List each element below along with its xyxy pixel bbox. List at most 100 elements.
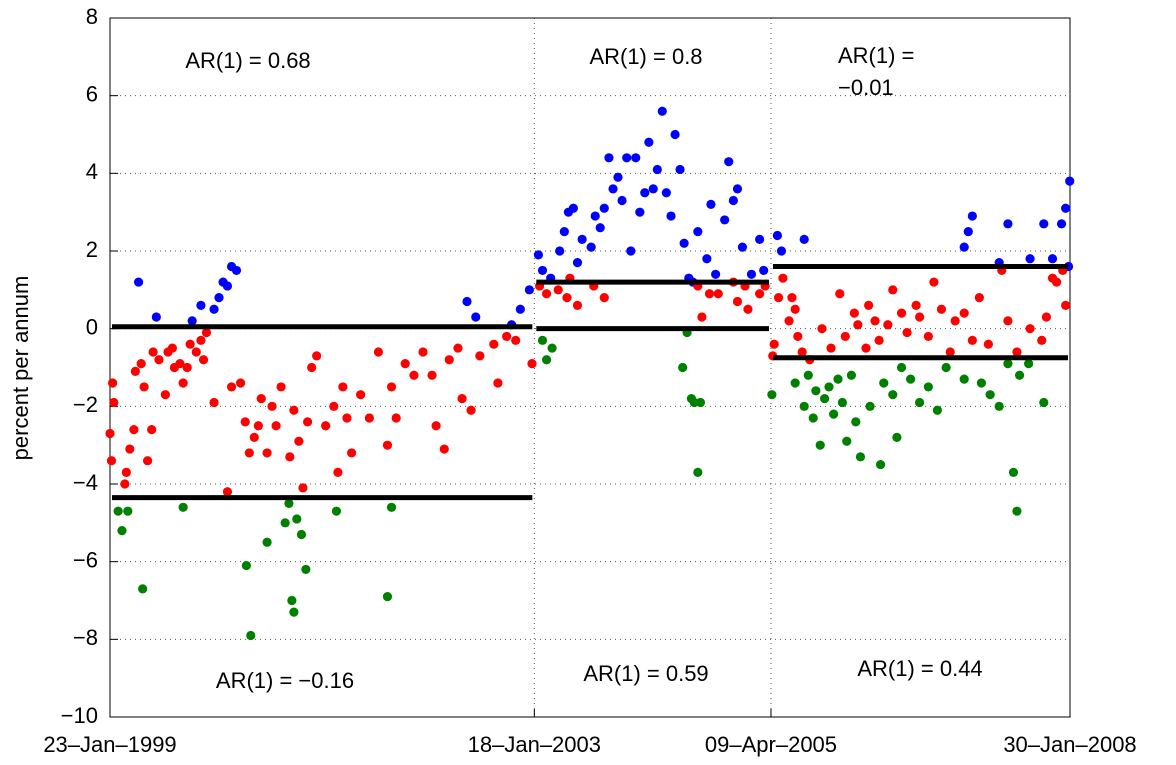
point [537,265,548,276]
point [670,129,680,140]
point [874,335,884,345]
annotation: −0.01 [838,75,894,100]
point [840,331,850,342]
point [533,250,544,260]
point [772,230,782,241]
point [400,359,410,369]
point [870,316,880,326]
point [294,436,304,446]
point [720,215,730,225]
point [896,362,907,373]
point [130,366,140,376]
point [1024,359,1034,369]
point [808,413,818,423]
point [108,378,118,388]
point [262,448,272,458]
point [743,304,753,314]
point [648,184,658,194]
point [321,421,331,431]
point [292,514,302,524]
point [129,425,139,435]
point [562,293,572,303]
point [338,382,348,392]
point [945,347,955,357]
point [457,393,467,404]
point [123,506,133,516]
annotation: AR(1) = 0.44 [857,656,982,681]
point [1039,219,1049,229]
point [846,370,857,380]
point [967,335,977,345]
point [524,285,534,295]
point [767,390,777,400]
point [959,374,969,384]
point [136,359,146,369]
point [932,405,942,415]
point [608,184,618,194]
point [1061,203,1071,213]
y-axis-label: percent per annum [8,276,33,461]
point [590,211,600,221]
point [811,386,821,396]
point [640,188,650,198]
point [678,362,688,373]
point [1056,219,1067,229]
point [515,304,525,314]
point [829,409,839,419]
point [835,289,845,299]
point [915,397,925,408]
point [732,296,743,307]
point [117,526,127,536]
point [382,592,393,602]
point [391,413,401,423]
point [231,265,242,276]
point [853,320,863,330]
point [462,296,472,307]
point [502,331,512,342]
point [235,378,246,388]
point [553,285,563,295]
point [617,195,627,206]
point [555,246,565,256]
point [849,308,859,318]
point [985,390,995,400]
point [790,304,800,314]
point [1012,347,1022,357]
point [201,327,212,338]
point [892,432,902,442]
point [693,226,703,237]
point [154,355,164,365]
point [541,289,552,299]
point [276,382,286,392]
point [755,234,765,244]
point [284,498,294,509]
point [599,203,609,213]
point [182,362,192,373]
point [702,254,712,264]
point [824,382,834,392]
point [959,242,969,252]
point [568,203,578,213]
point [431,421,441,431]
point [133,277,144,287]
point [923,331,933,342]
point [167,343,177,353]
point [1003,359,1013,369]
point [382,440,393,450]
point [267,401,277,411]
point [439,444,449,454]
point [622,153,632,163]
point [604,153,614,163]
point [148,347,158,357]
point [586,242,596,252]
point [241,560,251,571]
point [307,362,317,373]
point [815,440,825,450]
annotation: AR(1) = 0.68 [185,48,310,73]
point [842,436,852,446]
point [1037,335,1047,345]
point [976,378,987,388]
point [342,413,352,423]
point [799,234,809,244]
point [289,607,299,617]
